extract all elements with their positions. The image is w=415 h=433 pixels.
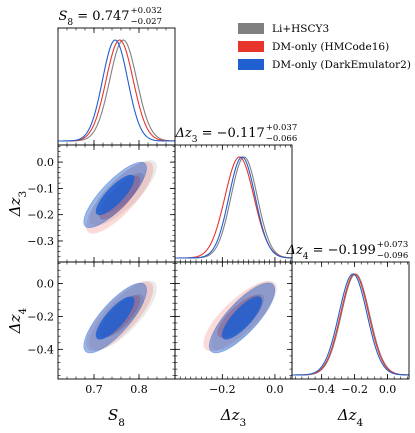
marginal-S8-dm-only-hmcode16- xyxy=(58,39,175,142)
svg-text:Δz4: Δz4 xyxy=(337,406,364,429)
panel-S8-vs-dz3 xyxy=(83,160,157,234)
marginal-dz3-dm-only-hmcode16- xyxy=(175,156,292,259)
marginal-dz3-dm-only-darkemulator2- xyxy=(175,156,292,259)
x-tick-label-dz4: −0.4 xyxy=(308,383,335,396)
legend-label-2: DM-only (DarkEmulator2) xyxy=(272,59,411,71)
svg-text:Δz3 = −0.117: Δz3 = −0.117 xyxy=(175,126,265,145)
frame-1-1 xyxy=(174,144,293,263)
marginal-dz4-li-hscy3 xyxy=(292,273,409,376)
y-tick-label-dz3: −0.1 xyxy=(27,182,54,195)
x-tick-label-dz4: −0.2 xyxy=(341,383,368,396)
legend-label-0: Li+HSCY3 xyxy=(272,23,329,35)
marginal-S8 xyxy=(58,39,175,142)
contour-dm-only-darkemulator2--68 xyxy=(95,296,135,340)
y-tick-label-dz3: 0.0 xyxy=(37,156,55,169)
svg-text:Δz3: Δz3 xyxy=(220,406,246,429)
marginal-dz4 xyxy=(292,273,409,376)
x-axis-label-S8: S8 xyxy=(108,406,125,429)
y-axis-label-dz3: Δz3 xyxy=(6,191,29,217)
svg-text:−0.096: −0.096 xyxy=(377,251,408,261)
x-tick-label-dz3: 0.0 xyxy=(266,383,284,396)
y-tick-label-dz4: −0.2 xyxy=(27,310,54,323)
svg-text:S8: S8 xyxy=(108,406,125,429)
x-tick-label-dz4: 0.0 xyxy=(379,383,397,396)
svg-text:Δz3: Δz3 xyxy=(6,191,29,217)
marginal-dz4-dm-only-hmcode16- xyxy=(292,273,409,376)
frame-0-0 xyxy=(57,27,176,146)
x-axis-label-dz4: Δz4 xyxy=(337,406,364,429)
marginal-dz3 xyxy=(175,156,292,259)
legend-swatch-0 xyxy=(238,23,264,34)
y-tick-label-dz4: 0.0 xyxy=(37,277,55,290)
x-tick-label-S8: 0.7 xyxy=(85,383,103,396)
svg-text:−0.066: −0.066 xyxy=(266,134,297,144)
frame-2-2 xyxy=(291,261,410,380)
marginal-S8-li-hscy3 xyxy=(58,39,175,142)
panel-S8-vs-dz4 xyxy=(83,280,157,354)
svg-text:S8 = 0.747: S8 = 0.747 xyxy=(59,9,130,28)
x-axis-label-dz3: Δz3 xyxy=(220,406,246,429)
contour-dm-only-darkemulator2--68 xyxy=(95,174,135,216)
legend-label-1: DM-only (HMCode16) xyxy=(272,41,389,53)
panel-title-dz3: Δz3 = −0.117 +0.037−0.066 xyxy=(175,123,298,145)
x-tick-label-S8: 0.8 xyxy=(130,383,148,396)
x-tick-label-dz3: −0.2 xyxy=(209,383,236,396)
marginal-dz3-li-hscy3 xyxy=(175,156,292,259)
svg-text:Δz4 = −0.199: Δz4 = −0.199 xyxy=(286,243,376,262)
y-axis-label-dz4: Δz4 xyxy=(6,307,29,334)
y-tick-label-dz3: −0.3 xyxy=(27,235,54,248)
panel-title-S8: S8 = 0.747 +0.032−0.027 xyxy=(59,6,162,28)
marginal-S8-dm-only-darkemulator2- xyxy=(58,39,175,142)
legend-swatch-2 xyxy=(238,59,264,70)
svg-text:Δz4: Δz4 xyxy=(6,307,29,334)
legend: Li+HSCY3 DM-only (HMCode16) DM-only (DarkE… xyxy=(238,23,411,71)
svg-text:+0.073: +0.073 xyxy=(377,240,408,250)
svg-text:+0.032: +0.032 xyxy=(131,6,162,16)
panel-dz3-vs-dz4 xyxy=(203,280,277,354)
y-tick-label-dz3: −0.2 xyxy=(27,209,54,222)
svg-text:−0.027: −0.027 xyxy=(131,17,162,27)
svg-text:+0.037: +0.037 xyxy=(266,123,297,133)
contour-dm-only-darkemulator2--68 xyxy=(221,296,263,340)
panel-title-dz4: Δz4 = −0.199 +0.073−0.096 xyxy=(286,240,409,262)
y-tick-label-dz4: −0.4 xyxy=(27,343,54,356)
legend-swatch-1 xyxy=(238,41,264,52)
marginal-dz4-dm-only-darkemulator2- xyxy=(292,273,409,376)
